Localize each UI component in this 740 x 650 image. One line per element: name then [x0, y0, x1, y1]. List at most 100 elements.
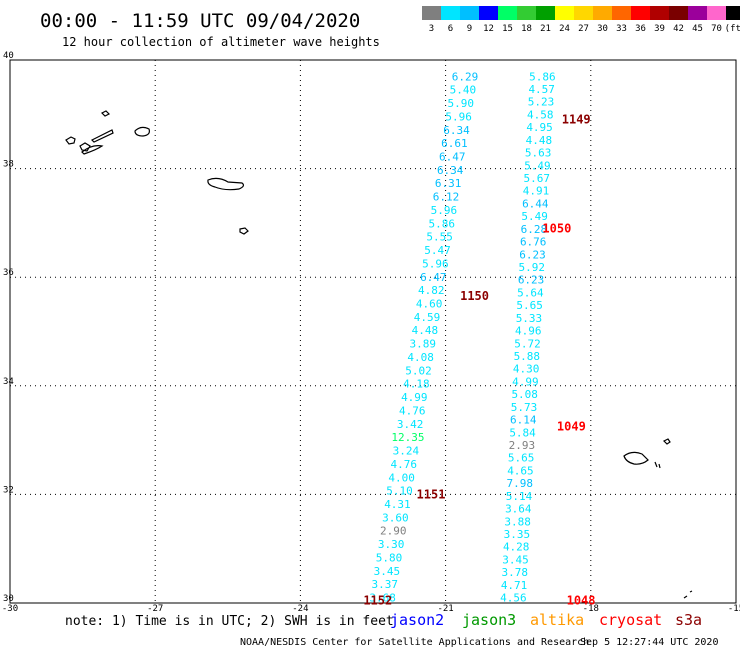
- island-porto-santo: [662, 438, 671, 445]
- footer-note: note: 1) Time is in UTC; 2) SWH is in fe…: [65, 614, 394, 629]
- wave-height-label: 3.88: [504, 515, 531, 528]
- sat-jason3: jason3: [462, 611, 516, 629]
- wave-height-label: 7.98: [506, 477, 533, 490]
- lat-tick-label: 30: [3, 594, 14, 604]
- map-title: 00:00 - 11:59 UTC 09/04/2020: [40, 10, 360, 32]
- wave-height-label: 5.72: [514, 337, 541, 350]
- wave-height-label: 4.48: [412, 324, 439, 337]
- scale-label: 30: [597, 24, 608, 34]
- sat-altika: altika: [530, 611, 584, 629]
- wave-height-label: 5.92: [519, 261, 546, 274]
- wave-height-label: 3.68: [369, 592, 396, 605]
- wave-height-label: 6.28: [521, 223, 548, 236]
- wave-height-label: 6.47: [420, 271, 447, 284]
- scale-label: 33: [616, 24, 627, 34]
- scale-label: 27: [578, 24, 589, 34]
- island-madeira: [623, 451, 649, 465]
- lat-tick-label: 40: [3, 51, 14, 61]
- wave-height-label: 5.55: [426, 231, 453, 244]
- scale-label: 3: [429, 24, 434, 34]
- scale-label: 45: [692, 24, 703, 34]
- wave-height-label: 5.86: [529, 70, 556, 83]
- lat-tick-label: 38: [3, 160, 14, 170]
- sat-s3a: s3a: [675, 611, 702, 629]
- scale-label: 18: [521, 24, 532, 34]
- wave-height-label: 3.37: [372, 578, 399, 591]
- sat-jason2: jason2: [390, 611, 444, 629]
- wave-height-label: 6.23: [518, 274, 545, 287]
- scale-label: 12: [483, 24, 494, 34]
- wave-height-label: 5.88: [514, 350, 541, 363]
- scale-swatch: [555, 6, 574, 20]
- scale-swatch: [726, 6, 740, 20]
- pass-id-labels: 1149 1050 1150 1049 1151 1152 1048: [363, 113, 595, 608]
- scale-label: (ft): [725, 24, 740, 34]
- map-frame: [9, 59, 737, 604]
- wave-height-label: 3.30: [378, 538, 405, 551]
- wave-height-label: 6.76: [520, 236, 547, 249]
- scale-swatch: [479, 6, 498, 20]
- wave-height-label: 4.00: [388, 471, 415, 484]
- scale-label: 42: [673, 24, 684, 34]
- lon-tick-label: -24: [292, 604, 308, 614]
- island-santa-maria: [239, 227, 249, 235]
- lat-tick-label: 34: [3, 377, 14, 387]
- wave-height-label: 4.31: [384, 498, 411, 511]
- wave-height-label: 5.90: [447, 97, 474, 110]
- lon-tick-label: -15: [728, 604, 740, 614]
- island-desertas: [654, 461, 661, 469]
- wave-height-label: 6.14: [510, 414, 537, 427]
- scale-swatch: [593, 6, 612, 20]
- wave-height-label: 6.23: [519, 248, 546, 261]
- wave-height-label: 4.59: [414, 311, 441, 324]
- wave-height-label: 4.65: [507, 464, 534, 477]
- wave-height-label: 5.64: [517, 286, 544, 299]
- wave-height-label: 4.60: [416, 298, 443, 311]
- wave-height-label: 4.99: [512, 375, 539, 388]
- wave-height-label: 6.34: [437, 164, 464, 177]
- wave-height-label: 5.49: [524, 159, 551, 172]
- wave-height-label: 4.08: [407, 351, 434, 364]
- wave-height-label: 4.30: [513, 363, 540, 376]
- scale-swatch: [498, 6, 517, 20]
- wave-height-label: 5.96: [445, 110, 472, 123]
- footer-credit: NOAA/NESDIS Center for Satellite Applica…: [240, 637, 589, 648]
- wave-height-label: 5.65: [516, 299, 543, 312]
- pass-id-label: 1049: [557, 420, 586, 434]
- wave-height-label: 4.82: [418, 284, 445, 297]
- scale-swatch: [650, 6, 669, 20]
- scale-label: 36: [635, 24, 646, 34]
- scale-label: 70: [711, 24, 722, 34]
- lat-tick-label: 36: [3, 268, 14, 278]
- lon-tick-label: -30: [2, 604, 18, 614]
- wave-height-label: 5.80: [376, 551, 403, 564]
- wave-height-label: 4.58: [527, 108, 554, 121]
- wave-height-label: 5.63: [525, 147, 552, 160]
- wave-height-label: 3.60: [382, 511, 409, 524]
- satellite-legend: jason2 jason3 altika cryosat s3a: [390, 611, 702, 629]
- wave-height-label: 4.57: [528, 83, 555, 96]
- island-flores: [65, 136, 76, 145]
- wave-height-label: 4.18: [403, 378, 430, 391]
- wave-height-label: 5.40: [450, 84, 477, 97]
- island-terceira: [134, 126, 150, 137]
- sat-cryosat: cryosat: [599, 611, 662, 629]
- coastline-outlines: [65, 110, 693, 599]
- wave-height-label: 5.84: [509, 426, 536, 439]
- wave-height-label: 4.76: [391, 458, 418, 471]
- wave-height-label: 3.78: [502, 566, 529, 579]
- wave-height-label: 6.61: [441, 137, 468, 150]
- pass-id-label: 1050: [542, 221, 571, 235]
- footer-timestamp: Sep 5 12:27:44 UTC 2020: [580, 637, 718, 648]
- scale-label: 39: [654, 24, 665, 34]
- scale-swatch: [669, 6, 688, 20]
- wave-height-label: 5.96: [431, 204, 458, 217]
- scale-swatch: [441, 6, 460, 20]
- wave-height-label: 5.10: [386, 485, 413, 498]
- wave-height-label: 4.76: [399, 404, 426, 417]
- scale-swatch: [536, 6, 555, 20]
- scale-label: 6: [448, 24, 453, 34]
- island-graciosa: [100, 110, 111, 117]
